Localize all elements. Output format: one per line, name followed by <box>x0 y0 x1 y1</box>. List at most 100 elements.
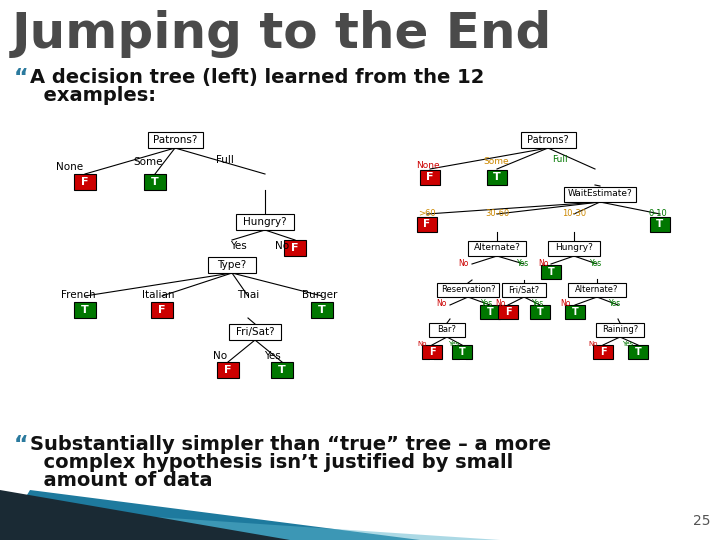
FancyBboxPatch shape <box>593 345 613 359</box>
Text: Yes: Yes <box>590 259 602 267</box>
Text: Some: Some <box>483 158 509 166</box>
Text: T: T <box>536 307 544 317</box>
FancyBboxPatch shape <box>521 132 575 148</box>
FancyBboxPatch shape <box>530 305 550 319</box>
Text: >60: >60 <box>418 208 436 218</box>
Text: Some: Some <box>133 157 163 167</box>
FancyBboxPatch shape <box>236 214 294 230</box>
Text: Yes: Yes <box>449 341 459 347</box>
Text: F: F <box>426 172 433 182</box>
Text: Yes: Yes <box>609 300 621 308</box>
Text: Hungry?: Hungry? <box>555 244 593 253</box>
FancyBboxPatch shape <box>487 170 507 185</box>
Text: T: T <box>657 219 664 229</box>
Polygon shape <box>0 490 420 540</box>
Text: Thai: Thai <box>237 290 259 300</box>
Text: No: No <box>213 351 227 361</box>
FancyBboxPatch shape <box>422 345 442 359</box>
Text: A decision tree (left) learned from the 12: A decision tree (left) learned from the … <box>30 68 485 87</box>
Text: T: T <box>493 172 501 182</box>
Text: Hungry?: Hungry? <box>243 217 287 227</box>
FancyBboxPatch shape <box>217 362 239 378</box>
Text: 25: 25 <box>693 514 710 528</box>
Text: F: F <box>428 347 436 357</box>
Text: Yes: Yes <box>230 241 246 251</box>
FancyBboxPatch shape <box>502 283 546 297</box>
Text: No: No <box>418 341 427 347</box>
FancyBboxPatch shape <box>541 265 561 279</box>
Text: 0-10: 0-10 <box>649 208 667 218</box>
Text: Type?: Type? <box>217 260 247 270</box>
FancyBboxPatch shape <box>650 217 670 232</box>
Text: No: No <box>436 300 446 308</box>
Text: Full: Full <box>216 155 234 165</box>
FancyBboxPatch shape <box>564 186 636 201</box>
Polygon shape <box>0 510 500 540</box>
FancyBboxPatch shape <box>568 283 626 297</box>
Text: Alternate?: Alternate? <box>474 244 521 253</box>
FancyBboxPatch shape <box>311 302 333 318</box>
FancyBboxPatch shape <box>565 305 585 319</box>
Text: T: T <box>318 305 326 315</box>
FancyBboxPatch shape <box>628 345 648 359</box>
Text: No: No <box>560 300 570 308</box>
Text: T: T <box>278 365 286 375</box>
FancyBboxPatch shape <box>271 362 293 378</box>
Text: No: No <box>538 259 548 267</box>
Text: F: F <box>81 177 89 187</box>
Text: examples:: examples: <box>30 86 156 105</box>
Text: T: T <box>572 307 578 317</box>
Text: Yes: Yes <box>532 300 544 308</box>
FancyBboxPatch shape <box>144 174 166 190</box>
FancyBboxPatch shape <box>596 323 644 337</box>
Text: Fri/Sat?: Fri/Sat? <box>508 286 539 294</box>
FancyBboxPatch shape <box>148 132 202 148</box>
FancyBboxPatch shape <box>452 345 472 359</box>
FancyBboxPatch shape <box>417 217 437 232</box>
FancyBboxPatch shape <box>437 283 499 297</box>
Text: T: T <box>459 347 465 357</box>
FancyBboxPatch shape <box>468 240 526 255</box>
Text: Bar?: Bar? <box>438 326 456 334</box>
Text: complex hypothesis isn’t justified by small: complex hypothesis isn’t justified by sm… <box>30 453 513 472</box>
Text: F: F <box>600 347 606 357</box>
Text: Yes: Yes <box>517 259 529 267</box>
Text: “: “ <box>14 68 29 88</box>
Text: Yes: Yes <box>481 300 493 308</box>
FancyBboxPatch shape <box>208 257 256 273</box>
FancyBboxPatch shape <box>229 324 281 340</box>
Text: 10-30: 10-30 <box>562 208 586 218</box>
Text: F: F <box>158 305 166 315</box>
FancyBboxPatch shape <box>548 240 600 255</box>
Text: F: F <box>292 243 299 253</box>
Text: F: F <box>224 365 232 375</box>
Text: amount of data: amount of data <box>30 471 212 490</box>
FancyBboxPatch shape <box>151 302 173 318</box>
Text: T: T <box>487 307 493 317</box>
Text: WaitEstimate?: WaitEstimate? <box>567 190 632 199</box>
Text: No: No <box>495 300 505 308</box>
Text: No: No <box>458 259 468 267</box>
Text: T: T <box>548 267 554 277</box>
FancyBboxPatch shape <box>74 302 96 318</box>
Text: Reservation?: Reservation? <box>441 286 495 294</box>
FancyBboxPatch shape <box>74 174 96 190</box>
FancyBboxPatch shape <box>284 240 306 256</box>
Text: T: T <box>81 305 89 315</box>
Text: Full: Full <box>552 156 568 165</box>
Text: Raining?: Raining? <box>602 326 638 334</box>
Text: Yes: Yes <box>622 341 634 347</box>
Text: None: None <box>416 160 440 170</box>
FancyBboxPatch shape <box>429 323 465 337</box>
Text: T: T <box>151 177 159 187</box>
Text: French: French <box>60 290 95 300</box>
Text: Fri/Sat?: Fri/Sat? <box>235 327 274 337</box>
Text: T: T <box>459 360 465 370</box>
Polygon shape <box>0 490 290 540</box>
Text: Yes: Yes <box>264 351 280 361</box>
Text: 30-60: 30-60 <box>485 208 509 218</box>
Text: Alternate?: Alternate? <box>575 286 618 294</box>
Text: Burger: Burger <box>302 290 338 300</box>
Text: No: No <box>275 241 289 251</box>
FancyBboxPatch shape <box>480 305 500 319</box>
